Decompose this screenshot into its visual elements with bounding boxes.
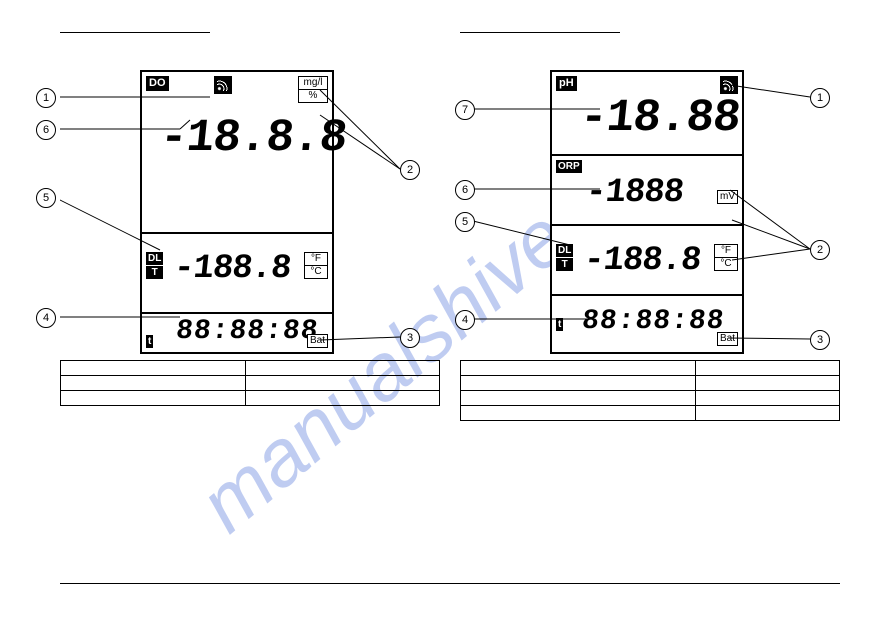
- unit-c: °C: [305, 266, 327, 278]
- page: manualshive.com DO mg/l % -18.8.8 DL T °…: [60, 20, 840, 610]
- table-row: [61, 361, 440, 376]
- table-row: [61, 391, 440, 406]
- left-row-time: 88:88:88 t Bat: [142, 312, 332, 352]
- bat-label-r: Bat: [717, 332, 738, 346]
- callout-4: 4: [36, 308, 56, 328]
- right-row-ph: pH -18.88: [552, 72, 742, 154]
- temp-units: °F °C: [304, 252, 328, 279]
- callout-4r: 4: [455, 310, 475, 330]
- dl-badge-r: DL: [556, 244, 573, 257]
- orp-value: -1888: [584, 174, 685, 212]
- t-badge-r: T: [556, 258, 573, 271]
- right-title-underline: [460, 32, 620, 33]
- dl-badge: DL: [146, 252, 163, 265]
- unit-mgl: mg/l: [299, 77, 327, 90]
- left-row-temp: DL T °F °C -188.8: [142, 232, 332, 314]
- callout-1r: 1: [810, 88, 830, 108]
- ph-value: -18.88: [577, 92, 742, 144]
- unit-f: °F: [305, 253, 327, 266]
- time-value-r: 88:88:88: [580, 306, 726, 337]
- do-badge: DO: [146, 76, 169, 91]
- callout-2r: 2: [810, 240, 830, 260]
- ph-badge: pH: [556, 76, 577, 91]
- wifi-icon: [214, 76, 232, 94]
- left-title-underline: [60, 32, 210, 33]
- callout-3: 3: [400, 328, 420, 348]
- right-row-time: t 88:88:88 Bat: [552, 294, 742, 352]
- table-row: [461, 391, 840, 406]
- callout-5r: 5: [455, 212, 475, 232]
- mv-unit: mV: [717, 190, 738, 204]
- left-table: [60, 360, 440, 406]
- time-value: 88:88:88: [174, 316, 320, 347]
- table-row: [461, 376, 840, 391]
- callout-6: 6: [36, 120, 56, 140]
- orp-badge: ORP: [556, 160, 582, 173]
- table-row: [61, 376, 440, 391]
- callout-3r: 3: [810, 330, 830, 350]
- table-row: [461, 406, 840, 421]
- footer-rule: [60, 583, 840, 584]
- right-row-orp: ORP mV -1888: [552, 154, 742, 226]
- left-row-do: DO mg/l % -18.8.8: [142, 72, 332, 182]
- callout-7r: 7: [455, 100, 475, 120]
- temp-value: -188.8: [172, 250, 292, 288]
- table-row: [461, 361, 840, 376]
- t-badge: T: [146, 266, 163, 279]
- temp-value-r: -188.8: [582, 242, 702, 280]
- unit-c-r: °C: [715, 258, 737, 270]
- left-lcd: DO mg/l % -18.8.8 DL T °F °C -188.8 88:8…: [140, 70, 334, 354]
- callout-5: 5: [36, 188, 56, 208]
- do-units: mg/l %: [298, 76, 328, 103]
- callout-1: 1: [36, 88, 56, 108]
- temp-units-r: °F °C: [714, 244, 738, 271]
- callout-6r: 6: [455, 180, 475, 200]
- unit-pct: %: [299, 90, 327, 102]
- t-lower-badge-r: t: [556, 318, 563, 331]
- bat-label: Bat: [307, 334, 328, 348]
- callout-2: 2: [400, 160, 420, 180]
- right-table: [460, 360, 840, 421]
- unit-f-r: °F: [715, 245, 737, 258]
- right-row-temp: DL T °F °C -188.8: [552, 224, 742, 296]
- right-lcd: pH -18.88 ORP mV -1888 DL T °F °C -188.8…: [550, 70, 744, 354]
- do-value: -18.8.8: [157, 112, 349, 164]
- t-lower-badge: t: [146, 335, 153, 348]
